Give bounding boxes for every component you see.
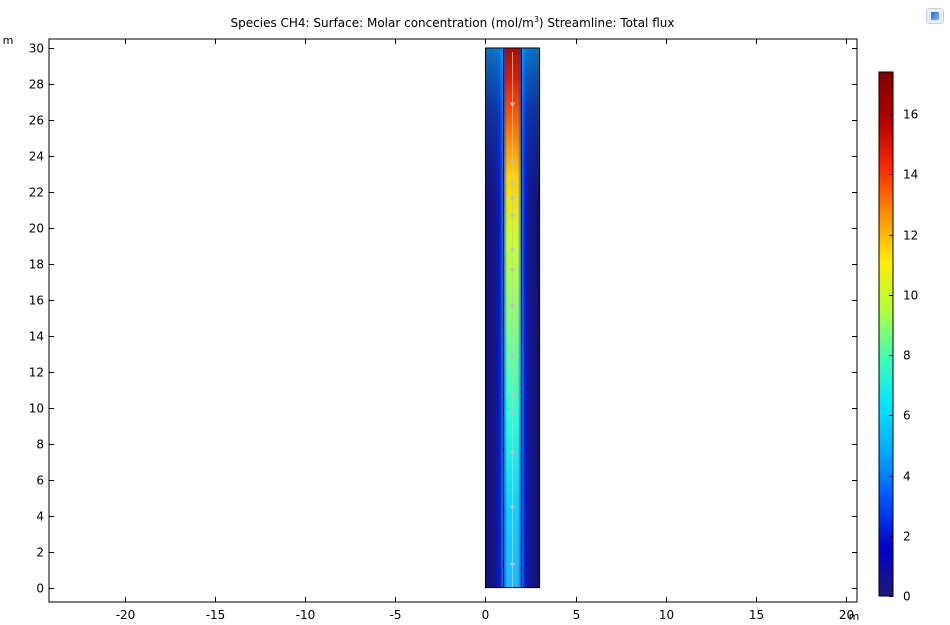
x-tick-label: 15 — [749, 608, 764, 622]
streamline-arrow — [509, 354, 516, 360]
streamline-arrow — [509, 160, 516, 166]
y-tick-label: 30 — [29, 42, 44, 56]
streamline-arrow — [509, 196, 516, 202]
x-tick-label: -20 — [116, 608, 136, 622]
chart-title-suffix: ) Streamline: Total flux — [538, 16, 675, 30]
chart-title: Species CH4: Surface: Molar concentratio… — [0, 15, 905, 30]
x-tick-label: 20 — [839, 608, 854, 622]
y-tick-label: 12 — [29, 366, 44, 380]
streamline-arrow — [509, 102, 516, 108]
y-tick-label: 20 — [29, 222, 44, 236]
streamline-arrow — [509, 181, 516, 187]
y-tick-label: 6 — [36, 474, 44, 488]
x-tick-label: 5 — [573, 608, 581, 622]
streamline-arrow — [509, 505, 516, 511]
colorbar-tick-label: 4 — [903, 470, 911, 484]
chart-title-prefix: Species CH4: Surface: Molar concentratio… — [230, 16, 534, 30]
y-tick-label: 10 — [29, 402, 44, 416]
streamline-arrow — [509, 563, 516, 569]
streamline-arrow — [509, 304, 516, 310]
x-tick-label: 0 — [482, 608, 490, 622]
x-tick-label: -15 — [206, 608, 226, 622]
streamline-arrow — [509, 393, 516, 399]
y-tick-label: 18 — [29, 258, 44, 272]
streamline-arrow — [509, 411, 516, 417]
colorbar-tick-label: 10 — [903, 289, 918, 303]
x-tick-label: 10 — [659, 608, 674, 622]
outer-region-right-top — [521, 47, 540, 588]
y-tick-label: 22 — [29, 186, 44, 200]
colorbar-tick-label: 2 — [903, 530, 911, 544]
chart-title-sup: 3 — [533, 15, 539, 24]
y-tick-label: 16 — [29, 294, 44, 308]
x-axis-label: m — [849, 610, 860, 623]
streamline-arrow — [509, 451, 516, 457]
y-tick-label: 14 — [29, 330, 44, 344]
y-tick-label: 26 — [29, 114, 44, 128]
y-tick-label: 8 — [36, 438, 44, 452]
colorbar-tick-label: 12 — [903, 229, 918, 243]
y-tick-label: 24 — [29, 150, 44, 164]
streamline-arrow — [509, 214, 516, 220]
colorbar — [878, 71, 894, 597]
y-tick-label: 0 — [36, 582, 44, 596]
colorbar-tick-label: 14 — [903, 168, 918, 182]
y-tick-label: 28 — [29, 78, 44, 92]
outer-region-left-top — [485, 47, 504, 588]
x-tick-label: -10 — [296, 608, 316, 622]
colorbar-tick-label: 16 — [903, 108, 918, 122]
y-axis-label: m — [3, 34, 14, 47]
y-tick-label: 2 — [36, 546, 44, 560]
streamline-arrow — [509, 248, 516, 254]
streamline-arrow — [509, 268, 516, 274]
colorbar-tick-label: 8 — [903, 349, 911, 363]
plot-frame — [48, 38, 858, 603]
x-tick-label: -5 — [390, 608, 402, 622]
colorbar-tick-label: 0 — [903, 590, 911, 604]
window-icon[interactable] — [926, 8, 944, 24]
y-tick-label: 4 — [36, 510, 44, 524]
colorbar-tick-label: 6 — [903, 409, 911, 423]
